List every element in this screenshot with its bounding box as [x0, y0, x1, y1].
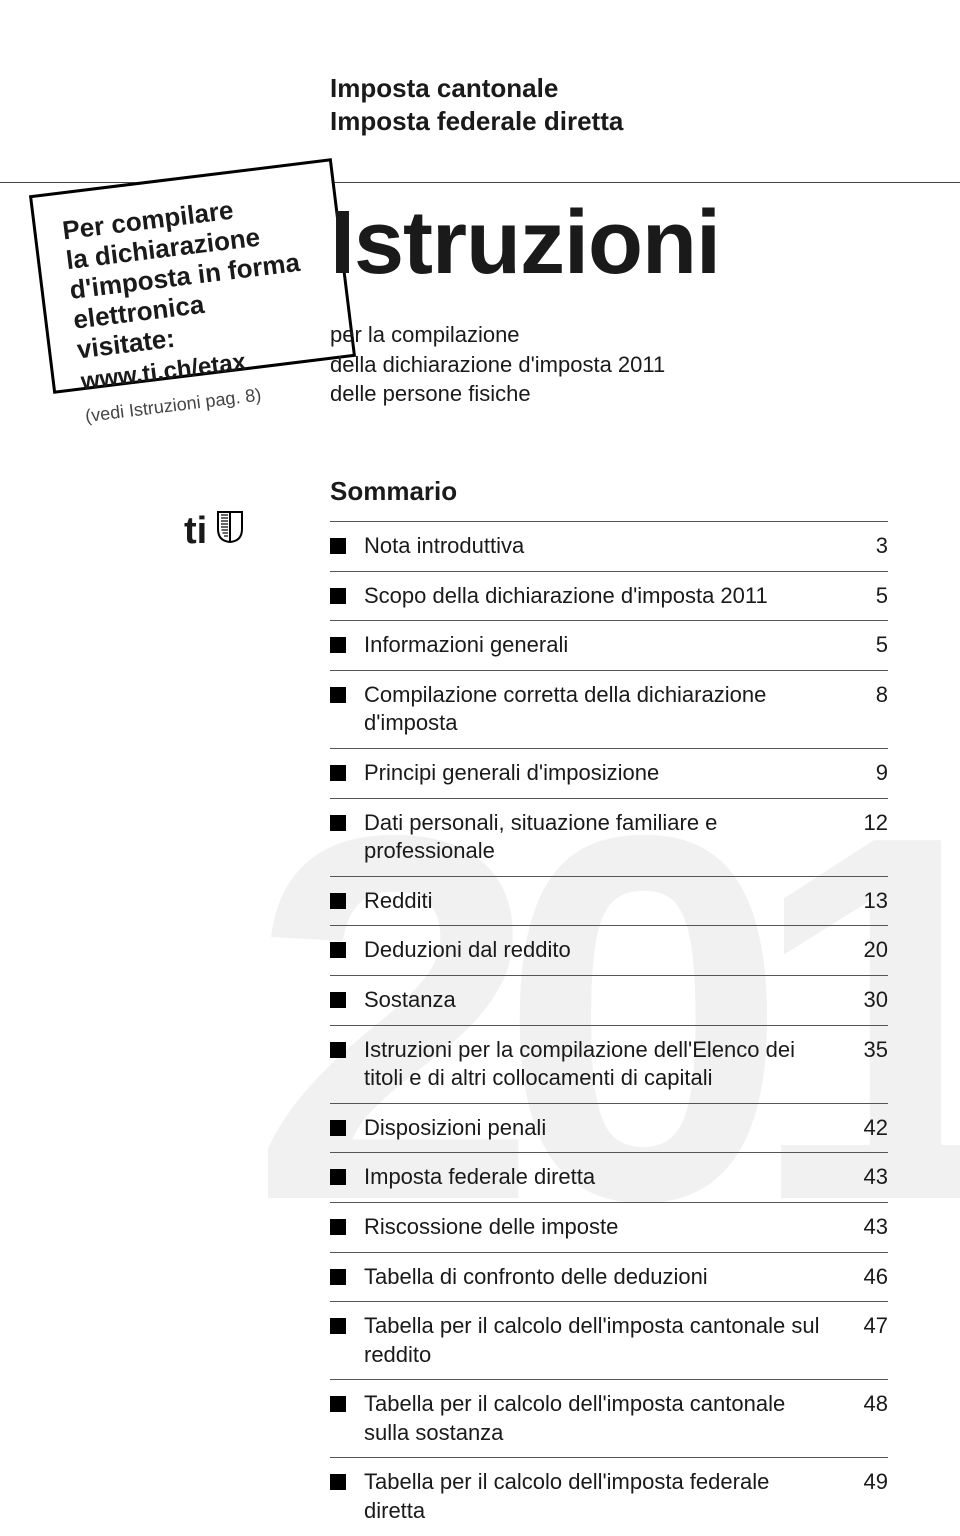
bullet-square-icon — [330, 1318, 346, 1334]
subtitle-l3: delle persone fisiche — [330, 379, 665, 409]
sommario-item: Riscossione delle imposte43 — [330, 1202, 888, 1252]
bullet-square-icon — [330, 765, 346, 781]
sommario-item-page: 43 — [840, 1213, 888, 1242]
sommario-item-label: Imposta federale diretta — [364, 1163, 840, 1192]
sommario-item-label: Tabella per il calcolo dell'imposta cant… — [364, 1390, 840, 1447]
subtitle-block: per la compilazione della dichiarazione … — [330, 320, 665, 409]
ti-logo-text: ti — [184, 510, 207, 553]
ti-logo: ti — [184, 510, 243, 553]
bullet-square-icon — [330, 1396, 346, 1412]
sommario-item-label: Deduzioni dal reddito — [364, 936, 840, 965]
bullet-square-icon — [330, 588, 346, 604]
sommario-item-page: 49 — [840, 1468, 888, 1497]
sommario-section: Sommario Nota introduttiva3Scopo della d… — [330, 476, 888, 1536]
sommario-item-label: Redditi — [364, 887, 840, 916]
sommario-item-label: Scopo della dichiarazione d'imposta 2011 — [364, 582, 840, 611]
page-title: Istruzioni — [330, 192, 720, 295]
sommario-item: Nota introduttiva3 — [330, 521, 888, 571]
sommario-item-page: 47 — [840, 1312, 888, 1341]
sommario-item-page: 9 — [840, 759, 888, 788]
sommario-item-page: 20 — [840, 936, 888, 965]
sommario-item: Imposta federale diretta43 — [330, 1152, 888, 1202]
sommario-item: Principi generali d'imposizione9 — [330, 748, 888, 798]
sommario-title: Sommario — [330, 476, 888, 507]
sommario-item-label: Informazioni generali — [364, 631, 840, 660]
sommario-item-page: 43 — [840, 1163, 888, 1192]
sticker-box: Per compilare la dichiarazione d'imposta… — [29, 158, 356, 394]
sommario-item-page: 3 — [840, 532, 888, 561]
subtitle-l2: della dichiarazione d'imposta 2011 — [330, 350, 665, 380]
sommario-item: Sostanza30 — [330, 975, 888, 1025]
sommario-item: Disposizioni penali42 — [330, 1103, 888, 1153]
sommario-item: Scopo della dichiarazione d'imposta 2011… — [330, 571, 888, 621]
bullet-square-icon — [330, 538, 346, 554]
sommario-item-page: 42 — [840, 1114, 888, 1143]
sommario-item: Istruzioni per la compilazione dell'Elen… — [330, 1025, 888, 1103]
shield-icon — [217, 510, 243, 553]
sommario-item-label: Tabella per il calcolo dell'imposta fede… — [364, 1468, 840, 1525]
sommario-item-label: Riscossione delle imposte — [364, 1213, 840, 1242]
sommario-item: Informazioni generali5 — [330, 620, 888, 670]
sommario-item-label: Sostanza — [364, 986, 840, 1015]
bullet-square-icon — [330, 942, 346, 958]
sommario-item: Tabella di confronto delle deduzioni46 — [330, 1252, 888, 1302]
sommario-item: Tabella per il calcolo dell'imposta fede… — [330, 1457, 888, 1535]
sommario-item-label: Dati personali, situazione familiare e p… — [364, 809, 840, 866]
sommario-item-label: Tabella di confronto delle deduzioni — [364, 1263, 840, 1292]
sommario-item: Compilazione corretta della dichiarazion… — [330, 670, 888, 748]
sommario-item-label: Nota introduttiva — [364, 532, 840, 561]
bullet-square-icon — [330, 1169, 346, 1185]
sommario-item-page: 5 — [840, 582, 888, 611]
header-block: Imposta cantonale Imposta federale diret… — [330, 72, 623, 137]
sommario-item: Tabella per il calcolo dell'imposta cant… — [330, 1301, 888, 1379]
sommario-item: Dati personali, situazione familiare e p… — [330, 798, 888, 876]
sommario-item-page: 5 — [840, 631, 888, 660]
header-line-1: Imposta cantonale — [330, 72, 623, 105]
sommario-item-page: 13 — [840, 887, 888, 916]
bullet-square-icon — [330, 1120, 346, 1136]
subtitle-l1: per la compilazione — [330, 320, 665, 350]
sommario-item-label: Principi generali d'imposizione — [364, 759, 840, 788]
sommario-item-label: Compilazione corretta della dichiarazion… — [364, 681, 840, 738]
sommario-item-page: 30 — [840, 986, 888, 1015]
bullet-square-icon — [330, 687, 346, 703]
sommario-item-page: 12 — [840, 809, 888, 838]
bullet-square-icon — [330, 815, 346, 831]
sommario-item-label: Disposizioni penali — [364, 1114, 840, 1143]
sommario-item: Redditi13 — [330, 876, 888, 926]
sommario-item-label: Istruzioni per la compilazione dell'Elen… — [364, 1036, 840, 1093]
sommario-item-page: 46 — [840, 1263, 888, 1292]
sommario-list: Nota introduttiva3Scopo della dichiarazi… — [330, 521, 888, 1536]
bullet-square-icon — [330, 893, 346, 909]
sommario-item: Tabella per il calcolo dell'imposta cant… — [330, 1379, 888, 1457]
header-line-2: Imposta federale diretta — [330, 105, 623, 138]
bullet-square-icon — [330, 1269, 346, 1285]
bullet-square-icon — [330, 637, 346, 653]
sommario-item-page: 48 — [840, 1390, 888, 1419]
sommario-item: Deduzioni dal reddito20 — [330, 925, 888, 975]
sommario-item-page: 35 — [840, 1036, 888, 1065]
bullet-square-icon — [330, 1474, 346, 1490]
sommario-item-label: Tabella per il calcolo dell'imposta cant… — [364, 1312, 840, 1369]
bullet-square-icon — [330, 1042, 346, 1058]
sommario-item-page: 8 — [840, 681, 888, 710]
bullet-square-icon — [330, 1219, 346, 1235]
bullet-square-icon — [330, 992, 346, 1008]
